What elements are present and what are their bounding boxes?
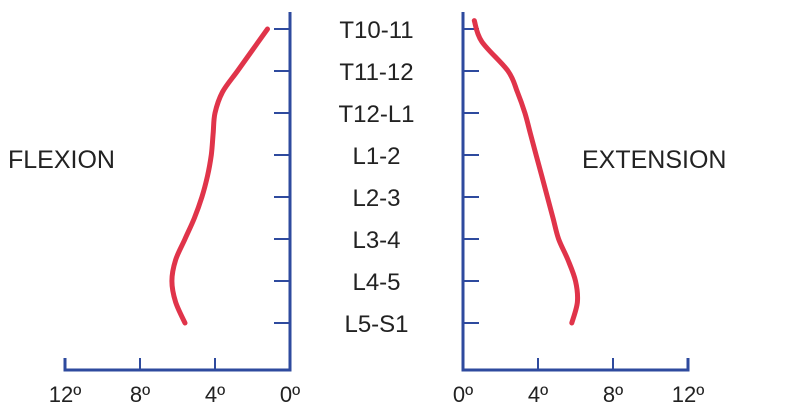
flexion-panel	[63, 12, 292, 372]
level-label: L5-S1	[344, 311, 408, 338]
extension-curve	[471, 18, 581, 326]
extension-value-ticks	[462, 358, 689, 370]
flexion-tick-label: 0º	[280, 382, 300, 407]
flexion-title: FLEXION	[8, 146, 115, 174]
extension-tick-label: 4º	[528, 382, 548, 407]
level-label: L3-4	[352, 227, 400, 254]
flexion-value-ticks	[64, 358, 291, 370]
flexion-level-ticks	[274, 28, 290, 324]
level-label: T12-L1	[338, 101, 414, 128]
value-tick-labels: 12º 8º 4º 0º 0º 4º 8º 12º	[49, 382, 705, 407]
extension-panel	[461, 12, 690, 372]
extension-title: EXTENSION	[582, 146, 726, 174]
spinal-level-labels: T10-11 T11-12 T12-L1 L1-2 L2-3 L3-4 L4-5 L5-S1	[338, 17, 414, 338]
extension-tick-label: 0º	[453, 382, 473, 407]
extension-level-ticks	[463, 28, 479, 324]
level-label: T11-12	[339, 59, 413, 86]
extension-tick-label: 8º	[603, 382, 623, 407]
flexion-tick-label: 4º	[205, 382, 225, 407]
level-label: L1-2	[352, 143, 400, 170]
level-label: T10-11	[339, 17, 413, 44]
flexion-tick-label: 8º	[130, 382, 150, 407]
level-label: L4-5	[352, 269, 400, 296]
level-label: L2-3	[352, 185, 400, 212]
flexion-tick-label: 12º	[49, 382, 82, 407]
extension-tick-label: 12º	[672, 382, 705, 407]
flexion-axis	[63, 12, 292, 372]
flexion-curve	[169, 26, 270, 326]
